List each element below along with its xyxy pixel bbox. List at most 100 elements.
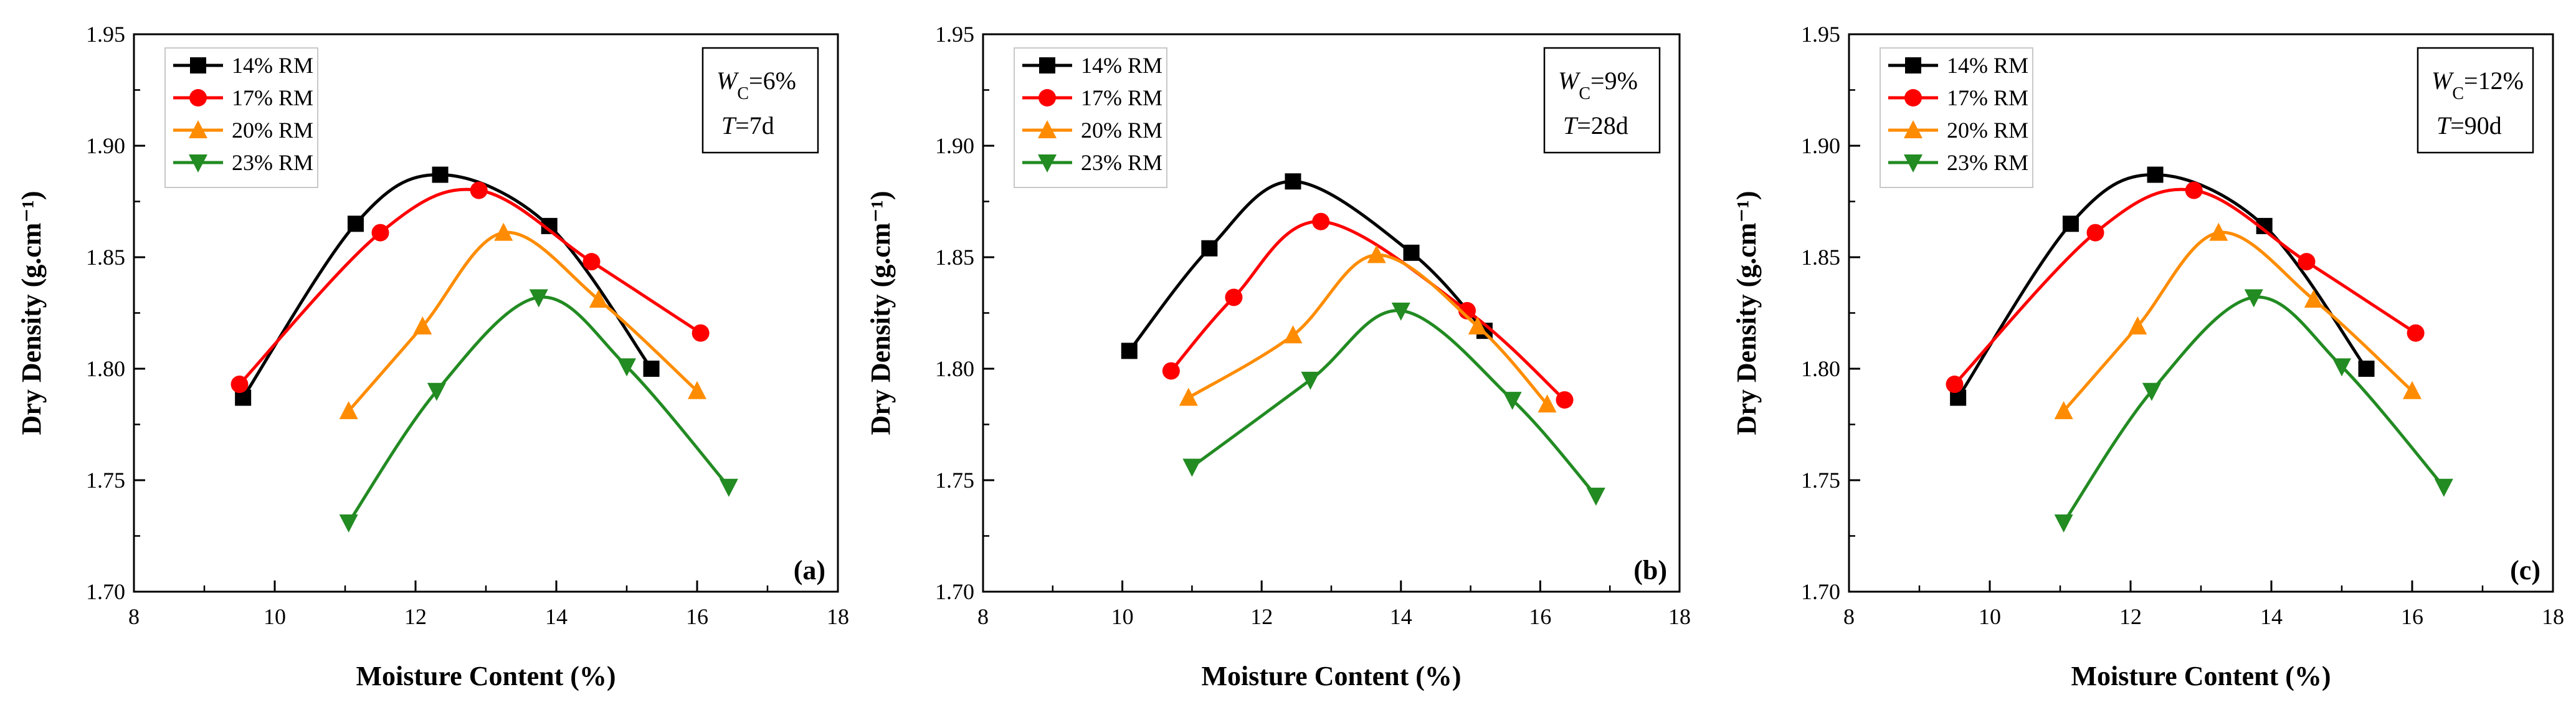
data-point [2209, 222, 2228, 241]
data-point [719, 478, 738, 497]
data-point [432, 166, 449, 183]
legend-marker [1038, 89, 1056, 107]
data-point [2062, 215, 2079, 232]
y-tick-label: 1.75 [86, 468, 125, 493]
y-tick-label: 1.95 [1801, 22, 1840, 47]
y-tick-label: 1.80 [935, 356, 974, 381]
data-point [589, 290, 608, 308]
data-point [494, 222, 513, 241]
y-tick-label: 1.75 [935, 468, 974, 493]
wc-parameter: WC=12% [2431, 67, 2524, 103]
series-23-rm [339, 289, 738, 533]
panel-tag: (c) [2510, 555, 2540, 585]
y-tick-label: 1.80 [86, 356, 125, 381]
y-tick-label: 1.70 [935, 579, 974, 604]
legend: 14% RM 17% RM 20% RM 23% RM [1880, 47, 2033, 188]
x-tick-label: 14 [545, 604, 568, 629]
data-point [470, 181, 488, 199]
data-point [582, 253, 601, 271]
legend-marker [1038, 120, 1057, 138]
series-20-rm [2054, 222, 2422, 420]
chart-panel-a: 8 10 12 14 16 18 1.70 1.75 1.80 1.85 1.90 1.95 Moist… [16, 22, 849, 691]
data-point [1468, 316, 1487, 334]
data-point [2358, 361, 2375, 377]
data-point [2304, 290, 2323, 308]
x-tick-label: 10 [1111, 604, 1134, 629]
y-tick-label: 1.90 [935, 133, 974, 158]
legend-label: 14% RM [1081, 53, 1162, 78]
wc-value: =12% [2464, 67, 2524, 95]
series-17-rm [1162, 212, 1574, 409]
data-point [231, 376, 249, 394]
data-point [1179, 387, 1198, 406]
legend-label: 17% RM [232, 85, 313, 110]
x-tick-label: 18 [1668, 604, 1691, 629]
data-point [2434, 478, 2453, 497]
x-axis-title: Moisture Content (%) [1201, 661, 1461, 691]
data-point [692, 324, 710, 342]
series-20-rm [1179, 245, 1557, 413]
series-line [1953, 187, 2417, 386]
data-point [1586, 488, 1605, 506]
data-point [339, 401, 358, 420]
y-tick-label: 1.90 [1801, 133, 1840, 158]
t-value: =28d [1577, 111, 1628, 140]
t-parameter: T=28d [1563, 111, 1628, 140]
y-tick-label: 1.70 [1801, 579, 1840, 604]
t-parameter: T=90d [2436, 111, 2502, 140]
series-20-rm [339, 222, 706, 420]
wc-subscript: C [2452, 84, 2464, 103]
data-point [2142, 382, 2161, 401]
y-tick-label: 1.80 [1801, 356, 1840, 381]
data-point [1182, 458, 1202, 477]
x-tick-label: 8 [1843, 604, 1855, 629]
legend-label: 23% RM [1081, 150, 1162, 175]
series-line [238, 187, 702, 386]
data-point [1225, 288, 1243, 306]
data-point [2244, 289, 2263, 308]
data-point [1367, 245, 1386, 263]
data-point [529, 289, 548, 308]
data-point [427, 382, 446, 401]
data-point [1556, 391, 1574, 409]
t-symbol: T [721, 111, 737, 140]
legend-label: 23% RM [232, 150, 313, 175]
data-point [2407, 324, 2425, 342]
x-tick-label: 8 [128, 604, 140, 629]
t-value: =90d [2450, 111, 2502, 140]
legend-marker [189, 120, 207, 138]
y-tick-label: 1.95 [935, 22, 974, 47]
legend-label: 17% RM [1947, 85, 2028, 110]
parameter-frame [701, 47, 819, 154]
wc-symbol: W [1558, 67, 1581, 95]
legend-marker [1905, 57, 1921, 73]
wc-symbol: W [2431, 67, 2455, 95]
data-point [1162, 362, 1180, 380]
chart-panel-b: 8 10 12 14 16 18 1.70 1.75 1.80 1.85 1.90 1.95 Moist… [865, 22, 1691, 691]
data-point [1312, 212, 1330, 230]
legend-marker [1904, 120, 1922, 138]
legend-marker [1038, 154, 1057, 173]
parameter-box: WC=6% T=7d [701, 47, 819, 154]
legend-marker [1904, 154, 1922, 173]
data-point [688, 381, 706, 399]
series-line [1957, 173, 2368, 399]
parameter-box: WC=12% T=90d [2417, 47, 2534, 154]
legend-marker [189, 154, 207, 173]
series-17-rm [231, 181, 710, 394]
y-tick-label: 1.95 [86, 22, 125, 47]
data-point [413, 316, 432, 334]
data-point [1391, 302, 1410, 321]
data-point [1201, 240, 1218, 257]
legend-label: 23% RM [1947, 150, 2028, 175]
data-point [2185, 181, 2203, 199]
data-point [2403, 381, 2422, 399]
x-tick-label: 14 [1390, 604, 1412, 629]
y-tick-label: 1.70 [86, 579, 125, 604]
series-23-rm [2054, 289, 2453, 533]
data-point [643, 361, 660, 377]
y-tick-label: 1.85 [935, 245, 974, 270]
x-axis-title: Moisture Content (%) [356, 661, 615, 691]
chart-panel-c: 8 10 12 14 16 18 1.70 1.75 1.80 1.85 1.90 1.95 Moist… [1731, 22, 2564, 691]
